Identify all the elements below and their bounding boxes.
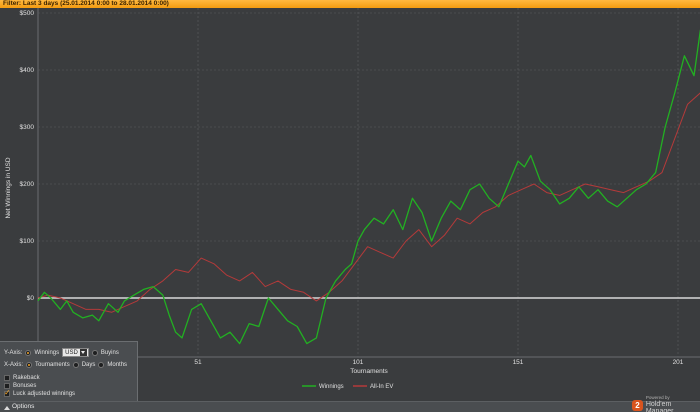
currency-value: USD bbox=[65, 349, 78, 356]
x-tick-label: 101 bbox=[353, 359, 364, 366]
legend-label: Winnings bbox=[319, 384, 344, 390]
legend-label: All-In EV bbox=[370, 384, 393, 390]
options-button[interactable]: Options bbox=[2, 403, 37, 412]
brand-logo-icon: 2 bbox=[632, 399, 643, 411]
grid-lines bbox=[37, 8, 700, 358]
bonuses-label[interactable]: Bonuses bbox=[13, 383, 37, 389]
legend-item: All-In EV bbox=[353, 384, 393, 390]
y-axis-row: Y-Axis: Winnings USD Buyins bbox=[4, 348, 119, 357]
y-tick-label: $200 bbox=[20, 181, 35, 188]
rakeback-row: Rakeback bbox=[4, 375, 40, 381]
options-panel: Y-Axis: Winnings USD Buyins X-Axis: Tour… bbox=[0, 341, 138, 401]
options-bar: Options bbox=[0, 401, 700, 412]
currency-select[interactable]: USD bbox=[62, 348, 89, 357]
filter-bar[interactable]: Filter: Last 3 days (25.01.2014 0:00 to … bbox=[0, 0, 700, 8]
y-tick-label: $100 bbox=[20, 238, 35, 245]
months-radio[interactable] bbox=[98, 362, 105, 368]
rakeback-label[interactable]: Rakeback bbox=[13, 375, 40, 381]
y-axis-option-label: Y-Axis: bbox=[4, 349, 23, 356]
rakeback-checkbox[interactable] bbox=[4, 375, 10, 381]
options-button-label: Options bbox=[12, 403, 35, 411]
series-line-winnings bbox=[37, 29, 700, 345]
winnings-option-label[interactable]: Winnings bbox=[34, 349, 60, 356]
buyins-option-label[interactable]: Buyins bbox=[100, 349, 119, 356]
powered-by-label: Powered by bbox=[645, 395, 670, 400]
x-axis-option-label: X-Axis: bbox=[4, 362, 24, 368]
chevron-down-icon[interactable] bbox=[79, 349, 87, 356]
legend-item: Winnings bbox=[302, 384, 344, 390]
y-tick-label: $400 bbox=[20, 67, 35, 74]
series-lines bbox=[37, 29, 700, 345]
x-tick-label: 51 bbox=[194, 359, 202, 366]
x-tick-label: 201 bbox=[673, 359, 684, 366]
luck-adjusted-checkbox[interactable] bbox=[4, 389, 11, 397]
tournaments-radio[interactable] bbox=[26, 362, 33, 368]
x-axis-label: Tournaments bbox=[350, 368, 388, 375]
x-axis-row: X-Axis: Tournaments Days Months bbox=[4, 362, 127, 368]
legend: Winnings All-In EV bbox=[302, 384, 393, 390]
y-axis-ticks: $0 $100 $200 $300 $400 $500 bbox=[20, 10, 35, 302]
series-line-all-in-ev bbox=[37, 92, 700, 313]
brand-text: Powered by Hold'em Manager bbox=[645, 395, 700, 412]
triangle-up-icon bbox=[4, 405, 10, 410]
luck-adjusted-row: Luck adjusted winnings bbox=[4, 389, 76, 397]
y-tick-label: $300 bbox=[20, 124, 35, 131]
days-option-label[interactable]: Days bbox=[81, 362, 96, 368]
days-radio[interactable] bbox=[72, 362, 79, 368]
y-tick-label: $0 bbox=[27, 295, 35, 302]
branding: 2 Powered by Hold'em Manager bbox=[632, 395, 700, 412]
luck-adjusted-label[interactable]: Luck adjusted winnings bbox=[13, 391, 76, 397]
y-axis-label: Net Winnings in USD bbox=[5, 157, 12, 218]
months-option-label[interactable]: Months bbox=[107, 362, 128, 368]
buyins-radio[interactable] bbox=[91, 349, 98, 356]
x-tick-label: 151 bbox=[513, 359, 524, 366]
y-tick-label: $500 bbox=[20, 10, 35, 17]
winnings-radio[interactable] bbox=[25, 349, 32, 356]
brand-name: Hold'em Manager bbox=[645, 400, 674, 412]
tournaments-option-label[interactable]: Tournaments bbox=[35, 362, 70, 368]
